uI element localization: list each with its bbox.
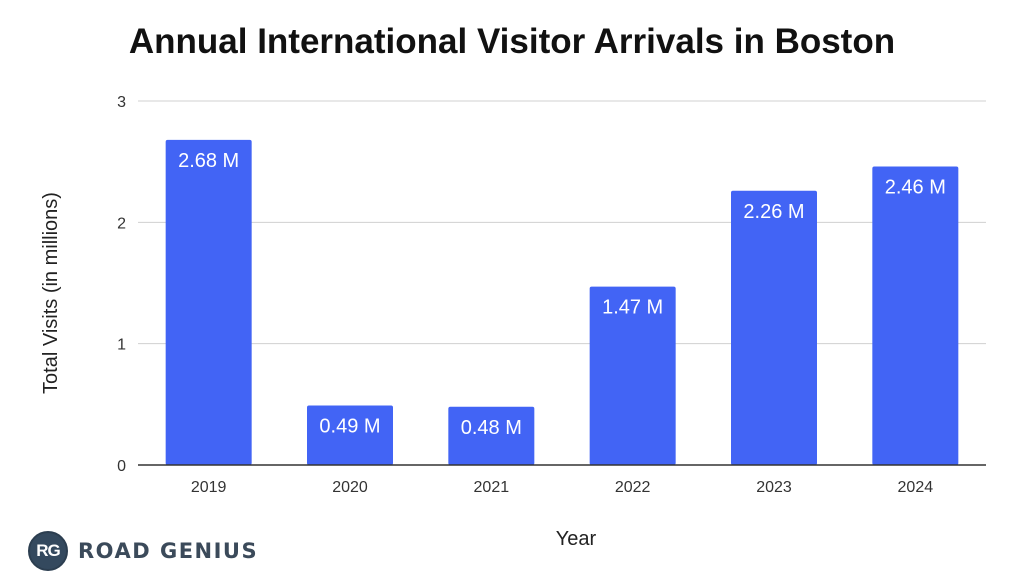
chart-title: Annual International Visitor Arrivals in… xyxy=(128,22,896,61)
data-label: 2.26 M xyxy=(743,201,804,223)
data-label: 2.46 M xyxy=(885,177,946,199)
bar xyxy=(165,139,252,465)
y-tick-label: 3 xyxy=(117,94,126,111)
y-tick-label: 1 xyxy=(117,337,126,354)
x-tick-label: 2022 xyxy=(615,479,651,496)
data-label: 2.68 M xyxy=(178,150,239,172)
brand-logo: RG ROAD GENIUS xyxy=(28,530,258,572)
x-tick-label: 2024 xyxy=(898,479,934,496)
y-axis-title: Total Visits (in millions) xyxy=(40,192,62,394)
bar xyxy=(448,406,535,465)
y-tick-label: 0 xyxy=(117,458,126,475)
x-tick-label: 2019 xyxy=(191,479,227,496)
brand-name: ROAD GENIUS xyxy=(78,539,259,563)
x-axis-title: Year xyxy=(556,528,597,550)
x-tick-label: 2020 xyxy=(332,479,368,496)
bar xyxy=(307,405,393,465)
logo-badge-icon: RG xyxy=(28,531,68,571)
bar xyxy=(872,166,959,465)
bar xyxy=(731,190,817,465)
data-label: 1.47 M xyxy=(602,297,663,319)
data-label: 0.48 M xyxy=(461,417,522,439)
x-tick-label: 2021 xyxy=(474,479,510,496)
bar xyxy=(589,286,676,465)
x-tick-label: 2023 xyxy=(756,479,792,496)
data-label: 0.49 M xyxy=(319,416,380,438)
y-tick-label: 2 xyxy=(117,215,126,232)
